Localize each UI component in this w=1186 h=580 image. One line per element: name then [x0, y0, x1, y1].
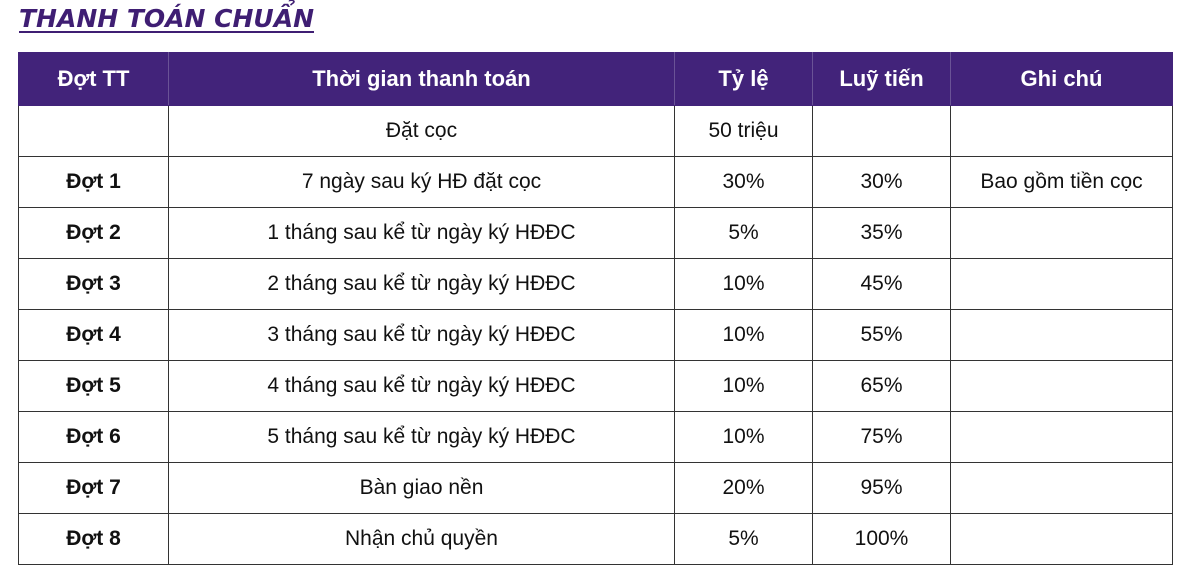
- cell-luy-tien: 100%: [812, 513, 951, 565]
- cell-thoi-gian: 5 tháng sau kể từ ngày ký HĐĐC: [168, 411, 675, 463]
- cell-thoi-gian: Nhận chủ quyền: [168, 513, 675, 565]
- table-row: Đợt 5 4 tháng sau kể từ ngày ký HĐĐC 10%…: [18, 360, 1173, 412]
- cell-thoi-gian: 3 tháng sau kể từ ngày ký HĐĐC: [168, 309, 675, 361]
- table-row: Đợt 6 5 tháng sau kể từ ngày ký HĐĐC 10%…: [18, 411, 1173, 463]
- cell-dot: Đợt 1: [18, 156, 169, 208]
- header-thoi-gian: Thời gian thanh toán: [168, 52, 675, 106]
- table-row: Đợt 2 1 tháng sau kể từ ngày ký HĐĐC 5% …: [18, 207, 1173, 259]
- cell-ghi-chu: [950, 462, 1173, 514]
- header-luy-tien: Luỹ tiến: [812, 52, 951, 106]
- cell-thoi-gian: 2 tháng sau kể từ ngày ký HĐĐC: [168, 258, 675, 310]
- header-dot-tt: Đợt TT: [18, 52, 169, 106]
- payment-schedule-table: Đợt TT Thời gian thanh toán Tỷ lệ Luỹ ti…: [18, 52, 1173, 565]
- cell-luy-tien: 30%: [812, 156, 951, 208]
- cell-ty-le: 5%: [674, 513, 813, 565]
- header-row: Đợt TT Thời gian thanh toán Tỷ lệ Luỹ ti…: [18, 52, 1173, 106]
- cell-luy-tien: 35%: [812, 207, 951, 259]
- cell-thoi-gian: 4 tháng sau kể từ ngày ký HĐĐC: [168, 360, 675, 412]
- cell-ty-le: 50 triệu: [674, 105, 813, 157]
- cell-ghi-chu: [950, 513, 1173, 565]
- table-row: Đợt 4 3 tháng sau kể từ ngày ký HĐĐC 10%…: [18, 309, 1173, 361]
- cell-ghi-chu: [950, 258, 1173, 310]
- header-ty-le: Tỷ lệ: [674, 52, 813, 106]
- cell-dot: Đợt 5: [18, 360, 169, 412]
- table-header: Đợt TT Thời gian thanh toán Tỷ lệ Luỹ ti…: [18, 52, 1173, 106]
- cell-ty-le: 10%: [674, 360, 813, 412]
- table-row: Đợt 3 2 tháng sau kể từ ngày ký HĐĐC 10%…: [18, 258, 1173, 310]
- table-body: Đặt cọc 50 triệu Đợt 1 7 ngày sau ký HĐ …: [18, 105, 1173, 565]
- cell-thoi-gian: Bàn giao nền: [168, 462, 675, 514]
- cell-ty-le: 10%: [674, 258, 813, 310]
- cell-ghi-chu: [950, 309, 1173, 361]
- cell-ghi-chu: [950, 360, 1173, 412]
- cell-luy-tien: 45%: [812, 258, 951, 310]
- cell-ty-le: 5%: [674, 207, 813, 259]
- cell-dot: Đợt 8: [18, 513, 169, 565]
- cell-dot: Đợt 6: [18, 411, 169, 463]
- cell-thoi-gian: 1 tháng sau kể từ ngày ký HĐĐC: [168, 207, 675, 259]
- cell-ty-le: 20%: [674, 462, 813, 514]
- cell-luy-tien: 65%: [812, 360, 951, 412]
- cell-dot: [18, 105, 169, 157]
- cell-thoi-gian: Đặt cọc: [168, 105, 675, 157]
- cell-luy-tien: 75%: [812, 411, 951, 463]
- table-row: Đợt 1 7 ngày sau ký HĐ đặt cọc 30% 30% B…: [18, 156, 1173, 208]
- cell-luy-tien: 55%: [812, 309, 951, 361]
- cell-dot: Đợt 7: [18, 462, 169, 514]
- page-title: THANH TOÁN CHUẨN: [19, 4, 314, 33]
- header-ghi-chu: Ghi chú: [950, 52, 1173, 106]
- table-row: Đợt 7 Bàn giao nền 20% 95%: [18, 462, 1173, 514]
- cell-ghi-chu: Bao gồm tiền cọc: [950, 156, 1173, 208]
- cell-thoi-gian: 7 ngày sau ký HĐ đặt cọc: [168, 156, 675, 208]
- cell-ghi-chu: [950, 411, 1173, 463]
- cell-luy-tien: 95%: [812, 462, 951, 514]
- table-row: Đợt 8 Nhận chủ quyền 5% 100%: [18, 513, 1173, 565]
- table-row: Đặt cọc 50 triệu: [18, 105, 1173, 157]
- cell-dot: Đợt 3: [18, 258, 169, 310]
- cell-luy-tien: [812, 105, 951, 157]
- cell-dot: Đợt 2: [18, 207, 169, 259]
- cell-ty-le: 10%: [674, 411, 813, 463]
- cell-ghi-chu: [950, 207, 1173, 259]
- cell-ty-le: 30%: [674, 156, 813, 208]
- cell-ghi-chu: [950, 105, 1173, 157]
- cell-ty-le: 10%: [674, 309, 813, 361]
- cell-dot: Đợt 4: [18, 309, 169, 361]
